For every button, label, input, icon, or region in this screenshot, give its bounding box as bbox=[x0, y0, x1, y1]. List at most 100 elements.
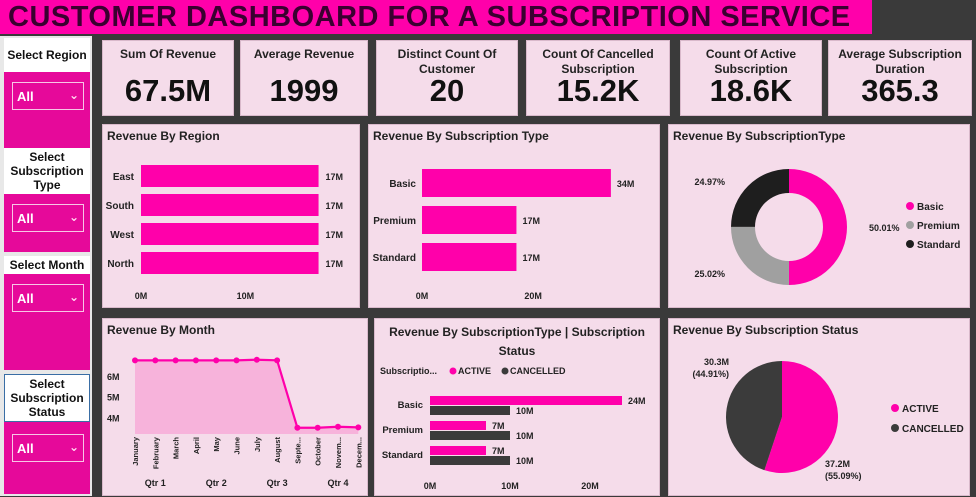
tick-label: 6M bbox=[107, 372, 120, 382]
region-slicer-dropdown[interactable]: All ⌄ bbox=[12, 82, 84, 110]
subscription-type-slicer-label: Select Subscription Type bbox=[4, 148, 90, 194]
tick-label: April bbox=[192, 437, 201, 454]
bar bbox=[141, 252, 319, 274]
kpi-active-subscriptions: Count Of Active Subscription 18.6K bbox=[680, 40, 822, 116]
kpi-value: 1999 bbox=[269, 73, 339, 108]
kpi-sum-revenue: Sum Of Revenue 67.5M bbox=[102, 40, 234, 116]
data-label: 7M bbox=[492, 421, 505, 431]
legend-marker bbox=[906, 240, 914, 248]
tick-label: 20M bbox=[524, 291, 542, 301]
data-point bbox=[233, 357, 240, 364]
data-label: (55.09%) bbox=[825, 471, 862, 481]
tick-label: October bbox=[314, 437, 323, 466]
kpi-title: Distinct Count Of Customer bbox=[397, 47, 497, 76]
donut-slice bbox=[788, 169, 848, 285]
tick-label: February bbox=[151, 436, 160, 469]
donut-slice bbox=[731, 169, 789, 227]
bar bbox=[430, 421, 486, 430]
bar bbox=[422, 243, 517, 271]
panel-title: Revenue By SubscriptionType bbox=[673, 129, 846, 143]
tick-label: 0M bbox=[416, 291, 429, 301]
kpi-average-duration: Average Subscription Duration 365.3 bbox=[828, 40, 972, 116]
revenue-by-month-panel[interactable]: Revenue By Month 6M 5M 4M January February Ma… bbox=[102, 318, 368, 496]
revenue-by-status-panel[interactable]: Revenue By Subscription Status 37.2M (55.… bbox=[668, 318, 970, 496]
data-label: 10M bbox=[516, 431, 534, 441]
bar bbox=[430, 456, 510, 465]
bar bbox=[141, 165, 319, 187]
category-label: South bbox=[106, 201, 134, 212]
tick-label: July bbox=[253, 436, 262, 452]
status-slicer-dropdown[interactable]: All ⌄ bbox=[12, 434, 84, 462]
tick-label: 5M bbox=[107, 393, 120, 403]
chevron-down-icon: ⌄ bbox=[68, 210, 79, 224]
revenue-by-status-pie: 37.2M (55.09%) 30.3M (44.91%) ACTIVE CANCELLE… bbox=[692, 357, 963, 481]
tick-label: 0M bbox=[135, 291, 148, 301]
category-label: Standard bbox=[382, 450, 423, 461]
legend-marker bbox=[891, 424, 899, 432]
kpi-value: 18.6K bbox=[709, 73, 793, 108]
bar bbox=[430, 446, 486, 455]
kpi-title: Average Subscription Duration bbox=[838, 47, 962, 76]
category-label: Basic bbox=[398, 400, 423, 411]
data-label: 17M bbox=[326, 230, 344, 240]
data-point bbox=[132, 357, 138, 364]
revenue-by-month-chart: 6M 5M 4M January February March April May June Ju… bbox=[107, 356, 363, 488]
revenue-by-subscription-type-panel[interactable]: Revenue By Subscription Type Basic 34M Pre… bbox=[368, 124, 660, 308]
legend-label: ACTIVE bbox=[458, 366, 491, 376]
month-slicer-value: All bbox=[17, 291, 34, 306]
tick-label: 4M bbox=[107, 413, 120, 423]
data-label: 17M bbox=[522, 253, 540, 263]
data-label: 50.01% bbox=[869, 223, 900, 233]
donut-slice bbox=[731, 226, 789, 285]
data-label: (44.91%) bbox=[692, 369, 729, 379]
type-by-status-panel[interactable]: Revenue By SubscriptionType | Subscripti… bbox=[374, 318, 660, 496]
data-label: 30.3M bbox=[704, 357, 729, 367]
data-label: 17M bbox=[522, 216, 540, 226]
data-point bbox=[314, 424, 321, 431]
bar bbox=[430, 431, 510, 440]
category-label: Premium bbox=[373, 216, 416, 227]
legend-label: CANCELLED bbox=[510, 366, 566, 376]
kpi-title: Average Revenue bbox=[253, 47, 355, 61]
tick-label: June bbox=[233, 437, 242, 455]
category-label: Premium bbox=[382, 425, 423, 436]
category-label: West bbox=[110, 230, 134, 241]
data-label: 24M bbox=[628, 396, 646, 406]
panel-title: Revenue By Subscription Type bbox=[373, 129, 549, 143]
legend-title: Subscriptio... bbox=[380, 366, 437, 376]
data-label: 7M bbox=[492, 446, 505, 456]
revenue-by-region-panel[interactable]: Revenue By Region East 17M South 17M West 17M… bbox=[102, 124, 360, 308]
region-slicer-value: All bbox=[17, 89, 34, 104]
subscription-type-slicer-dropdown[interactable]: All ⌄ bbox=[12, 204, 84, 232]
data-label: 25.02% bbox=[694, 269, 725, 279]
legend-label: Standard bbox=[917, 240, 960, 251]
legend-marker bbox=[906, 202, 914, 210]
subscription-type-slicer-value: All bbox=[17, 211, 34, 226]
kpi-value: 15.2K bbox=[556, 73, 640, 108]
data-label: 37.2M bbox=[825, 459, 850, 469]
panel-title: Revenue By Region bbox=[107, 129, 220, 143]
legend-marker bbox=[501, 367, 509, 375]
kpi-cancelled-subscriptions: Count Of Cancelled Subscription 15.2K bbox=[526, 40, 670, 116]
tick-label: January bbox=[131, 436, 140, 466]
data-label: 10M bbox=[516, 456, 534, 466]
kpi-value: 365.3 bbox=[861, 73, 939, 108]
bar bbox=[422, 169, 611, 197]
data-label: 34M bbox=[617, 179, 635, 189]
data-point bbox=[335, 423, 341, 430]
month-slicer-dropdown[interactable]: All ⌄ bbox=[12, 284, 84, 312]
status-slicer-value: All bbox=[17, 441, 34, 456]
legend-label: Basic bbox=[917, 202, 944, 213]
category-label: Basic bbox=[389, 179, 416, 190]
tick-label: 0M bbox=[424, 481, 437, 491]
subscription-type-donut-panel[interactable]: Revenue By SubscriptionType 50.01% 25.02%… bbox=[668, 124, 970, 308]
category-label: Standard bbox=[373, 253, 416, 264]
quarter-label: Qtr 4 bbox=[327, 478, 348, 488]
tick-label: August bbox=[273, 437, 282, 463]
bar bbox=[141, 223, 319, 245]
tick-label: May bbox=[212, 436, 221, 451]
data-point bbox=[172, 357, 179, 364]
region-slicer-label: Select Region bbox=[4, 38, 90, 72]
panel-title: Revenue By SubscriptionType | Subscripti… bbox=[389, 325, 645, 358]
subscription-type-donut-chart: 50.01% 25.02% 24.97% Basic Premium Standard bbox=[694, 169, 960, 285]
